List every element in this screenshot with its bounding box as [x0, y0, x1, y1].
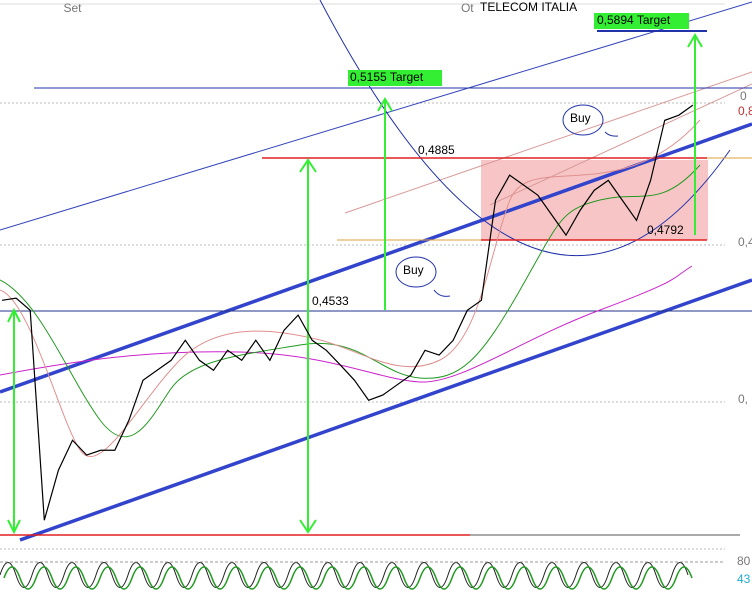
axis-label: 80 — [737, 554, 751, 568]
axis-label: 0, — [738, 392, 748, 406]
moving-average — [0, 119, 701, 458]
annotation: 0,5155 Target — [350, 70, 424, 84]
trend-line — [489, 83, 752, 206]
trend-line — [344, 71, 752, 214]
chart-title: TELECOM ITALIA — [480, 0, 577, 14]
target-box — [348, 70, 442, 86]
x-tick-label: Set — [63, 1, 82, 15]
axis-label: 0,8 — [738, 104, 752, 118]
arrow-head — [687, 33, 703, 48]
annotation: Buy — [403, 263, 424, 277]
x-tick-label: Ot — [461, 1, 474, 15]
channel-upper — [0, 122, 752, 394]
oscillator — [0, 562, 689, 588]
annotation: 0,4533 — [312, 294, 349, 308]
arrow-head — [299, 158, 317, 534]
buy-bubble — [395, 256, 437, 288]
moving-average — [0, 164, 701, 438]
arrow-head — [7, 307, 21, 535]
oscillator-signal — [3, 566, 693, 590]
buy-bubble — [562, 104, 604, 136]
channel-lower — [19, 278, 752, 542]
annotation: 0,4885 — [418, 143, 455, 157]
trend-line — [0, 1, 752, 231]
arrow-head — [377, 97, 393, 112]
annotation: Buy — [570, 111, 591, 125]
arrows — [7, 33, 703, 535]
price-line — [1, 104, 694, 521]
axis-label: 0 — [740, 89, 747, 103]
target-box — [594, 13, 689, 29]
axis-label: 0,4 — [738, 235, 752, 249]
axis-label: 43 — [737, 572, 751, 586]
grid — [0, 102, 725, 550]
annotation: 0,4792 — [647, 223, 684, 237]
buy-pointer — [433, 131, 619, 297]
annotation: 0,5894 Target — [597, 13, 671, 27]
range-box — [481, 160, 708, 240]
moving-average — [0, 265, 693, 383]
